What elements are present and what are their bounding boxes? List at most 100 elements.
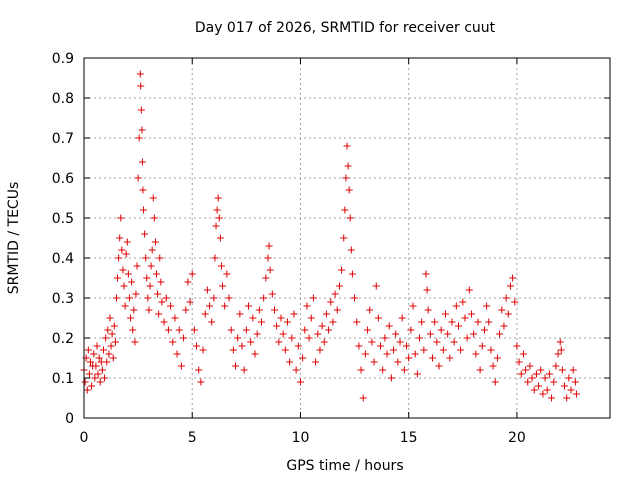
data-point bbox=[448, 318, 456, 326]
data-point bbox=[565, 374, 573, 382]
data-point bbox=[240, 366, 248, 374]
data-point bbox=[370, 358, 378, 366]
data-point bbox=[316, 346, 324, 354]
data-point bbox=[299, 354, 307, 362]
data-point bbox=[463, 334, 471, 342]
y-tick-label: 0.6 bbox=[52, 171, 74, 187]
data-point bbox=[140, 206, 148, 214]
data-point bbox=[213, 206, 221, 214]
data-point bbox=[138, 126, 146, 134]
data-point bbox=[487, 346, 495, 354]
data-point bbox=[275, 338, 283, 346]
data-point bbox=[264, 254, 272, 262]
data-point bbox=[569, 366, 577, 374]
data-point bbox=[491, 378, 499, 386]
y-axis-label: SRMTID / TECUs bbox=[6, 182, 22, 295]
data-point bbox=[145, 306, 153, 314]
data-point bbox=[160, 318, 168, 326]
data-point bbox=[210, 294, 218, 302]
data-point bbox=[95, 354, 103, 362]
data-point bbox=[465, 286, 473, 294]
data-point bbox=[149, 194, 157, 202]
data-point bbox=[433, 338, 441, 346]
data-point bbox=[255, 306, 263, 314]
data-point bbox=[102, 334, 110, 342]
data-point bbox=[405, 354, 413, 362]
y-tick-labels: 0 0.1 0.2 0.3 0.4 0.5 0.6 0.7 0.8 0.9 bbox=[52, 51, 74, 427]
data-point bbox=[84, 346, 92, 354]
data-point bbox=[454, 322, 462, 330]
data-point bbox=[480, 326, 488, 334]
data-point bbox=[320, 338, 328, 346]
data-point bbox=[355, 342, 363, 350]
data-point bbox=[138, 158, 146, 166]
plot-frame bbox=[83, 57, 611, 419]
data-point bbox=[461, 314, 469, 322]
data-point bbox=[383, 350, 391, 358]
data-point bbox=[409, 302, 417, 310]
data-point bbox=[303, 302, 311, 310]
data-point bbox=[478, 342, 486, 350]
data-point bbox=[364, 326, 372, 334]
data-point bbox=[368, 338, 376, 346]
data-point bbox=[225, 294, 233, 302]
data-point bbox=[171, 314, 179, 322]
data-point bbox=[500, 322, 508, 330]
data-point bbox=[270, 306, 278, 314]
data-point bbox=[496, 330, 504, 338]
data-point bbox=[182, 306, 190, 314]
data-point bbox=[329, 318, 337, 326]
data-point bbox=[515, 358, 523, 366]
data-point bbox=[374, 314, 382, 322]
data-point bbox=[511, 298, 519, 306]
data-point bbox=[340, 234, 348, 242]
data-point bbox=[381, 334, 389, 342]
data-point bbox=[212, 222, 220, 230]
data-points bbox=[80, 70, 580, 402]
data-point bbox=[335, 282, 343, 290]
data-point bbox=[343, 142, 351, 150]
data-point bbox=[124, 270, 132, 278]
data-point bbox=[347, 246, 355, 254]
data-point bbox=[88, 382, 96, 390]
data-point bbox=[216, 234, 224, 242]
data-point bbox=[452, 302, 460, 310]
data-point bbox=[262, 274, 270, 282]
data-point bbox=[133, 262, 141, 270]
y-tick-label: 0.3 bbox=[52, 291, 74, 307]
data-point bbox=[266, 266, 274, 274]
x-tick-label: 0 bbox=[80, 430, 89, 446]
data-point bbox=[361, 350, 369, 358]
data-point bbox=[517, 370, 525, 378]
data-point bbox=[92, 362, 100, 370]
data-point bbox=[142, 254, 150, 262]
data-point bbox=[489, 362, 497, 370]
data-point bbox=[143, 274, 151, 282]
data-point bbox=[154, 290, 162, 298]
data-point bbox=[118, 246, 126, 254]
data-point bbox=[199, 346, 207, 354]
data-point bbox=[175, 326, 183, 334]
data-point bbox=[158, 298, 166, 306]
data-point bbox=[309, 294, 317, 302]
data-point bbox=[526, 362, 534, 370]
data-point bbox=[420, 346, 428, 354]
data-point bbox=[446, 354, 454, 362]
data-point bbox=[103, 358, 111, 366]
data-point bbox=[325, 326, 333, 334]
data-point bbox=[312, 358, 320, 366]
data-point bbox=[148, 246, 156, 254]
data-point bbox=[109, 354, 117, 362]
data-point bbox=[292, 366, 300, 374]
data-point bbox=[253, 330, 261, 338]
data-point bbox=[359, 394, 367, 402]
data-point bbox=[426, 330, 434, 338]
data-point bbox=[372, 282, 380, 290]
y-tick-label: 0.7 bbox=[52, 131, 74, 147]
data-point bbox=[379, 366, 387, 374]
data-point bbox=[190, 326, 198, 334]
data-point bbox=[229, 346, 237, 354]
data-point bbox=[539, 390, 547, 398]
data-point bbox=[91, 374, 99, 382]
data-point bbox=[151, 238, 159, 246]
